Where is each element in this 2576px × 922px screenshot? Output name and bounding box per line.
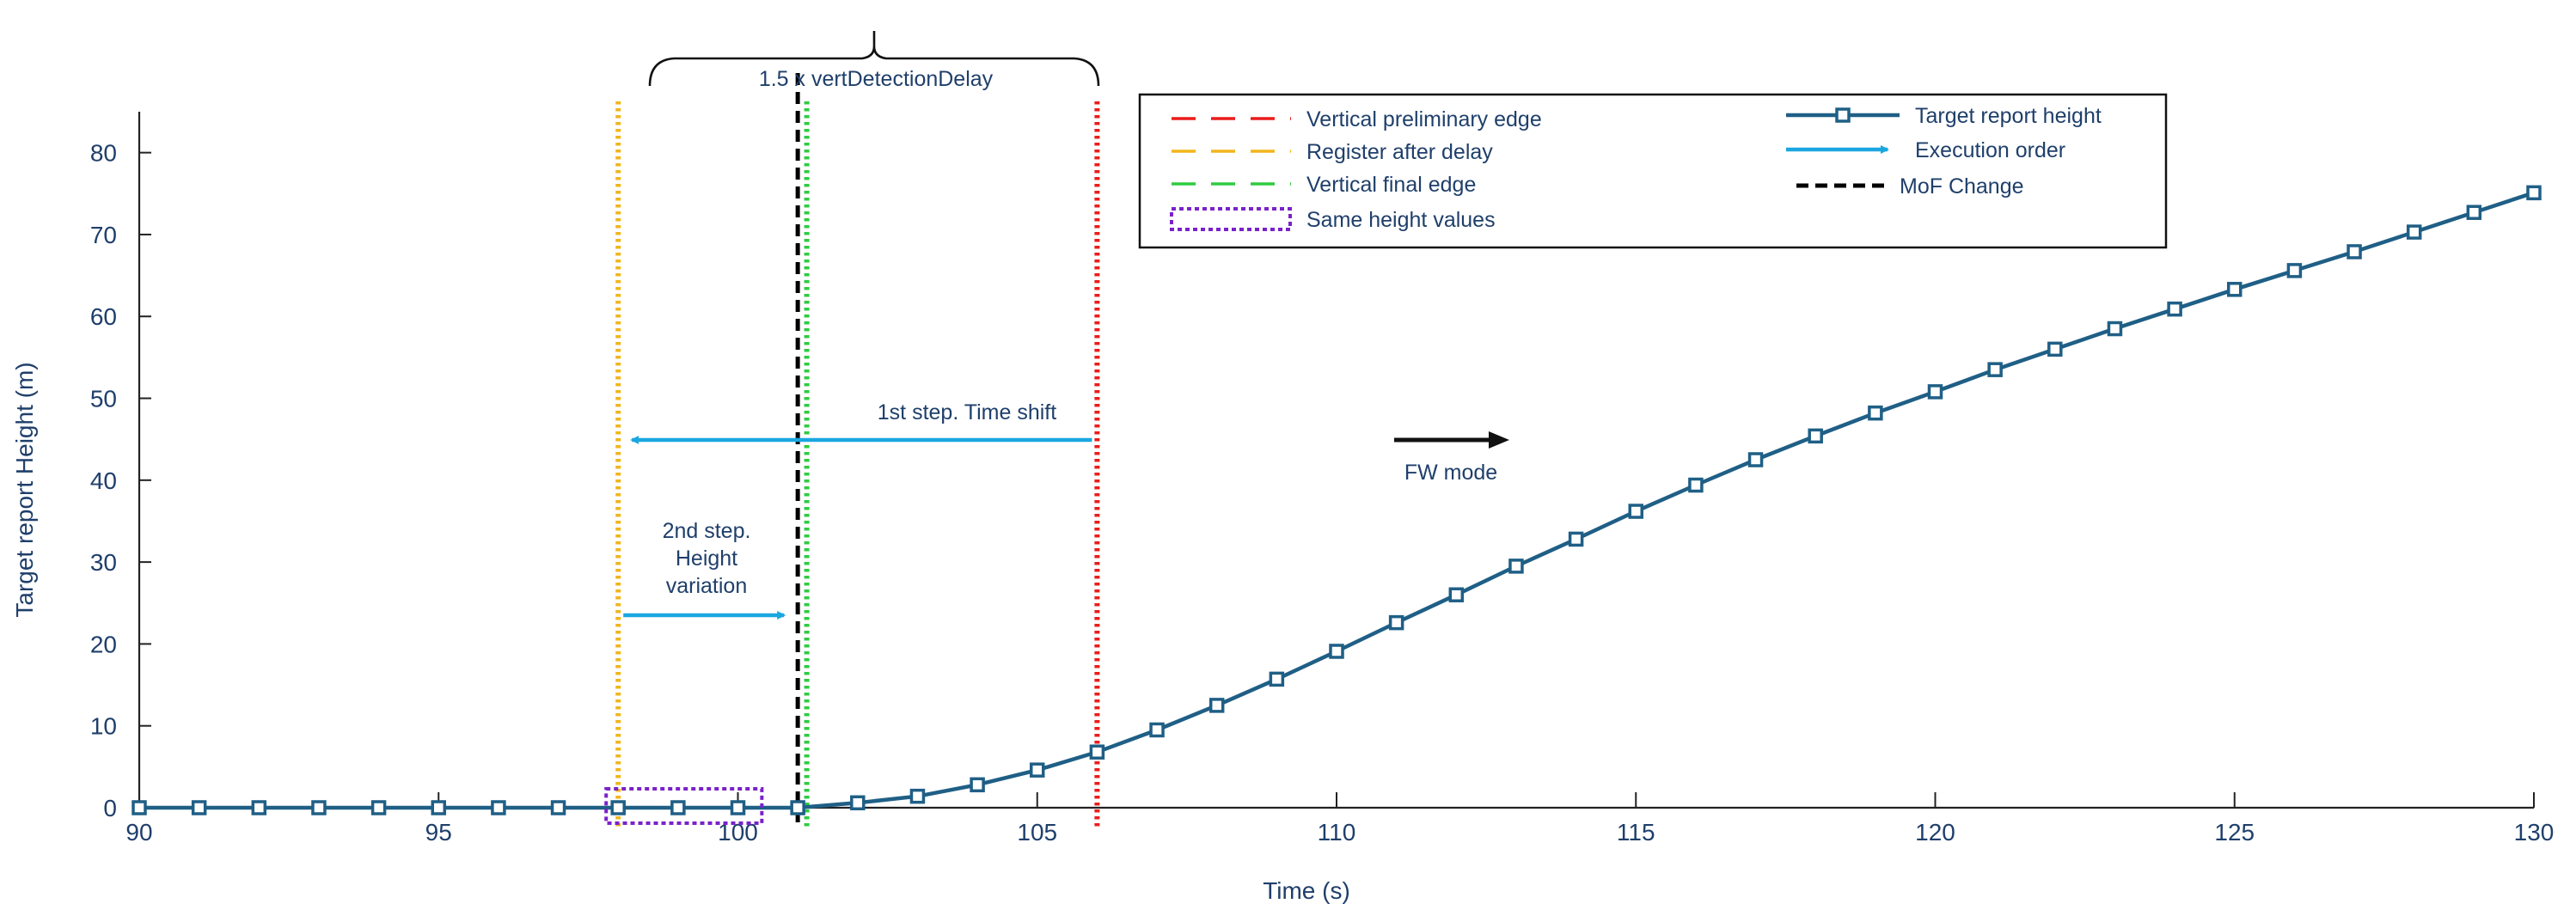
x-axis-label: Time (s) (1263, 877, 1350, 904)
series-layer (132, 185, 2542, 815)
data-point (311, 800, 327, 815)
same-height-box (604, 787, 764, 825)
x-tick-label: 90 (125, 819, 152, 846)
data-point (850, 795, 866, 811)
legend-label: Execution order (1915, 138, 2065, 162)
data-point (1508, 559, 1524, 574)
y-tick-label: 10 (90, 713, 117, 740)
annotations: 1.5 x vertDetectionDelay 1st step. Time s… (604, 31, 1509, 825)
data-point (2526, 185, 2542, 201)
data-point (2047, 341, 2063, 357)
data-point (1329, 644, 1344, 659)
data-point (970, 777, 985, 793)
legend-box (1138, 93, 2168, 249)
data-point (1808, 428, 1823, 444)
fw-mode-arrow-head (1489, 431, 1509, 449)
data-point (1628, 504, 1643, 519)
data-point (2167, 301, 2182, 317)
data-point (1987, 362, 2003, 377)
data-point (670, 800, 686, 815)
y-tick-label: 50 (90, 386, 117, 412)
legend-label: Register after delay (1306, 140, 1493, 164)
x-tick-label: 110 (1318, 819, 1356, 846)
height-variation-label: Height (676, 546, 737, 571)
data-point (1208, 698, 1225, 713)
legend-label: MoF Change (1900, 174, 2024, 198)
x-tick-label: 130 (2514, 819, 2555, 846)
x-tick-label: 125 (2214, 819, 2255, 846)
y-tick-label: 40 (90, 467, 117, 494)
data-point (2107, 321, 2123, 337)
time-shift-label: 1st step. Time shift (878, 400, 1056, 424)
y-tick-label: 0 (103, 795, 117, 821)
y-tick-label: 80 (90, 140, 117, 167)
data-point (2286, 263, 2303, 278)
data-point (431, 800, 446, 815)
data-point (1269, 671, 1285, 687)
data-point (2406, 224, 2422, 240)
data-point (1688, 477, 1704, 493)
data-point (251, 800, 267, 815)
data-point (909, 788, 926, 804)
data-point (1030, 762, 1045, 778)
height-variation-label: variation (666, 574, 748, 598)
data-point (370, 800, 387, 815)
x-tick-label: 120 (1915, 819, 1955, 846)
legend-label: Same height values (1306, 208, 1496, 232)
x-tick-label: 105 (1017, 819, 1057, 846)
x-tick-label: 115 (1617, 819, 1655, 846)
data-point (790, 800, 805, 815)
y-axis-label: Target report Height (m) (11, 362, 38, 617)
legend: Vertical preliminary edge Register after … (1138, 93, 2168, 249)
data-point (1747, 452, 1764, 467)
x-tick-label: 95 (425, 819, 452, 846)
data-point (1448, 587, 1465, 602)
legend-label: Vertical preliminary edge (1306, 107, 1542, 131)
delay-brace (648, 31, 1100, 87)
fw-mode-label: FW mode (1404, 461, 1497, 485)
data-point (1568, 531, 1584, 547)
data-point (1388, 614, 1404, 631)
data-point (2466, 205, 2482, 220)
data-point (1089, 744, 1105, 760)
data-point (1149, 722, 1165, 738)
data-point (1927, 384, 1943, 400)
legend-label: Vertical final edge (1306, 173, 1476, 197)
data-point (550, 800, 566, 815)
data-point (132, 800, 147, 815)
vertical-markers (615, 73, 1100, 829)
brace-label: 1.5 x vertDetectionDelay (759, 67, 994, 91)
data-point (610, 800, 626, 815)
data-point (2227, 282, 2243, 297)
height-variation-label: 2nd step. (663, 519, 751, 543)
data-point (491, 800, 506, 815)
y-tick-label: 20 (90, 631, 117, 657)
y-tick-label: 70 (90, 222, 117, 248)
legend-label: Target report height (1915, 104, 2102, 128)
data-point (2347, 244, 2362, 260)
data-point (1868, 405, 1883, 421)
legend-swatch-marker (1835, 107, 1851, 123)
y-tick-label: 30 (90, 549, 117, 576)
series-line (139, 191, 2535, 810)
data-point (191, 800, 207, 815)
data-point (730, 800, 746, 815)
y-tick-label: 60 (90, 303, 117, 330)
